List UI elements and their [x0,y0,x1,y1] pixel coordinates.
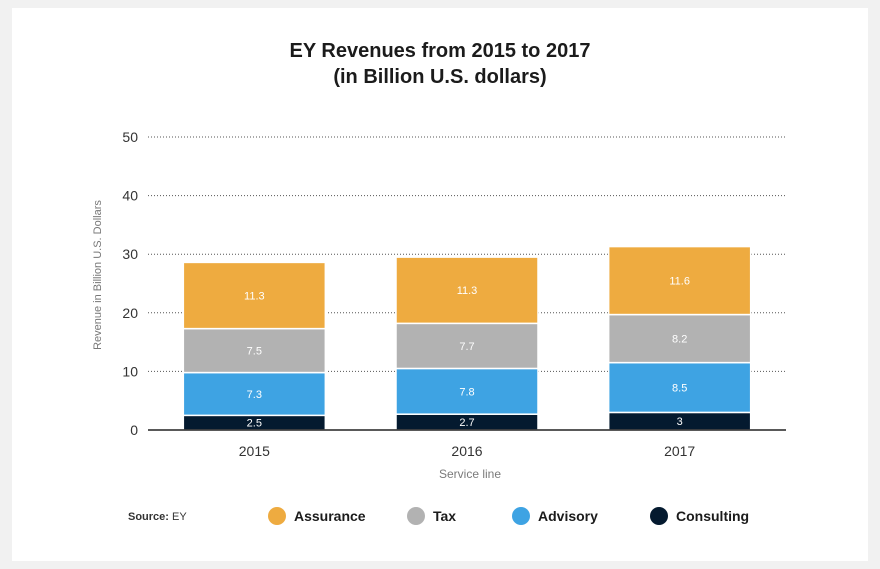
chart-title: EY Revenues from 2015 to 2017 [289,40,591,62]
y-tick-label-30: 30 [122,246,138,262]
bar-advisory-2015 [182,371,327,417]
bar-advisory-2016 [395,367,539,415]
legend-swatch-consulting [650,507,668,525]
bar-tax-2016 [395,322,539,370]
y-tick-label-40: 40 [122,188,138,204]
y-tick-label-50: 50 [122,129,138,145]
data-label-assurance-2015: 11.3 [244,291,265,303]
data-label-advisory-2016: 7.8 [459,386,474,398]
data-label-tax-2016: 7.7 [459,341,474,353]
legend-item-consulting: Consulting [650,507,749,525]
data-label-consulting-2017: 3 [677,416,683,428]
y-axis-label: Revenue in Billion U.S. Dollars [92,200,104,350]
legend-label-advisory: Advisory [538,508,598,524]
legend-swatch-tax [407,507,425,525]
source-note: Source: EY [128,511,187,523]
legend-item-assurance: Assurance [268,507,366,525]
y-tick-label-20: 20 [122,305,138,321]
bar-tax-2015 [182,327,327,374]
legend-label-tax: Tax [433,508,457,524]
bar-assurance-2017 [607,245,752,316]
legend-item-advisory: Advisory [512,507,598,525]
data-label-tax-2017: 8.2 [672,334,687,346]
legend-label-assurance: Assurance [294,508,366,524]
data-label-advisory-2015: 7.3 [247,389,262,401]
source-value: EY [172,511,187,523]
bar-assurance-2016 [395,256,539,325]
legend-label-consulting: Consulting [676,508,750,524]
y-tick-label-10: 10 [122,363,138,379]
data-label-assurance-2017: 11.6 [669,276,690,288]
x-tick-label-2017: 2017 [664,443,695,459]
legend-item-tax: Tax [407,507,456,525]
x-tick-label-2016: 2016 [451,443,482,459]
bar-assurance-2015 [182,261,327,330]
legend-swatch-assurance [268,507,286,525]
data-label-consulting-2015: 2.5 [247,418,262,430]
bar-advisory-2017 [607,361,752,414]
source-label: Source: [128,511,169,523]
y-tick-label-0: 0 [130,422,138,438]
data-label-consulting-2016: 2.7 [459,417,474,429]
data-label-advisory-2017: 8.5 [672,383,687,395]
x-axis-label: Service line [438,467,502,481]
x-tick-label-2015: 2015 [239,443,270,459]
legend-swatch-advisory [512,507,530,525]
data-label-assurance-2016: 11.3 [457,285,478,297]
data-label-tax-2015: 7.5 [247,346,262,358]
chart-subtitle: (in Billion U.S. dollars) [333,66,547,88]
